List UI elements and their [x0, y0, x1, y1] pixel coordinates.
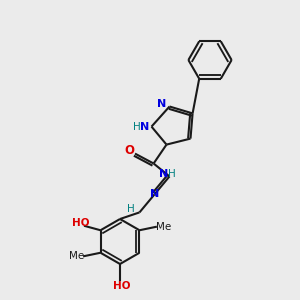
Text: HO: HO — [113, 281, 131, 291]
Text: N: N — [150, 189, 159, 200]
Text: N: N — [158, 99, 166, 110]
Text: HO: HO — [72, 218, 89, 228]
Text: Me: Me — [156, 222, 171, 232]
Text: H: H — [127, 204, 135, 214]
Text: N: N — [160, 169, 169, 179]
Text: H: H — [133, 122, 141, 132]
Text: Me: Me — [69, 251, 84, 261]
Text: H: H — [168, 169, 176, 179]
Text: N: N — [140, 122, 149, 132]
Text: O: O — [124, 143, 135, 157]
